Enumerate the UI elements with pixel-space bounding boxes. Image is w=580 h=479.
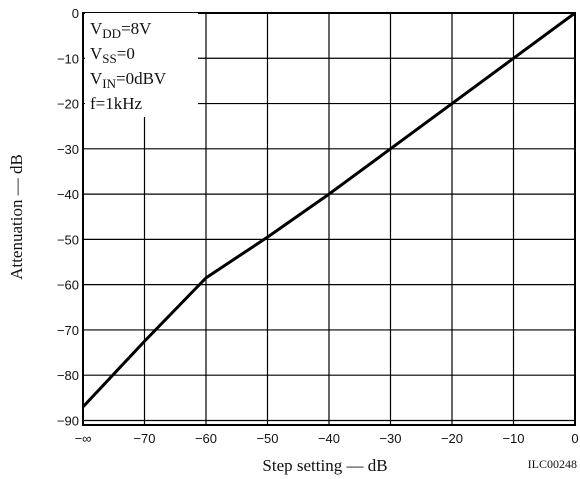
x-tick-label: −10 — [502, 431, 524, 446]
y-tick-label: −40 — [57, 187, 79, 202]
x-tick-label: −20 — [441, 431, 463, 446]
x-tick-label: −∞ — [75, 431, 92, 446]
y-tick-label: −50 — [57, 232, 79, 247]
condition-vdd: VDD=8V — [90, 19, 152, 41]
y-tick-label: −80 — [57, 368, 79, 383]
x-tick-label: −70 — [133, 431, 155, 446]
data-points — [82, 12, 576, 407]
y-tick-label: −90 — [57, 413, 79, 428]
x-tick-label: −60 — [195, 431, 217, 446]
condition-f: f=1kHz — [90, 94, 143, 113]
x-tick-label: −40 — [318, 431, 340, 446]
plot-frame — [82, 12, 576, 426]
x-tick-labels: −∞ −70 −60 −50 −40 −30 −20 −10 0 — [75, 431, 579, 446]
x-tick-label: −50 — [256, 431, 278, 446]
y-tick-label: −10 — [57, 51, 79, 66]
y-axis-label: Attenuation — dB — [7, 154, 26, 280]
x-tick-label: −30 — [379, 431, 401, 446]
figure-reference: ILC00248 — [528, 457, 577, 471]
grid-lines — [83, 13, 575, 425]
y-tick-labels: 0 −10 −20 −30 −40 −50 −60 −70 −80 −90 — [57, 6, 79, 428]
conditions-annotation: VDD=8V VSS=0 VIN=0dBV f=1kHz — [90, 19, 167, 113]
y-tick-label: −20 — [57, 97, 79, 112]
x-axis-label: Step setting — dB — [262, 456, 387, 475]
x-tick-label: 0 — [571, 431, 578, 446]
y-tick-label: −70 — [57, 323, 79, 338]
y-tick-label: −30 — [57, 142, 79, 157]
condition-vss: VSS=0 — [90, 44, 135, 66]
condition-vin: VIN=0dBV — [90, 69, 167, 91]
y-tick-label: −60 — [57, 278, 79, 293]
conditions-background — [85, 13, 198, 117]
y-tick-label: 0 — [72, 6, 79, 21]
